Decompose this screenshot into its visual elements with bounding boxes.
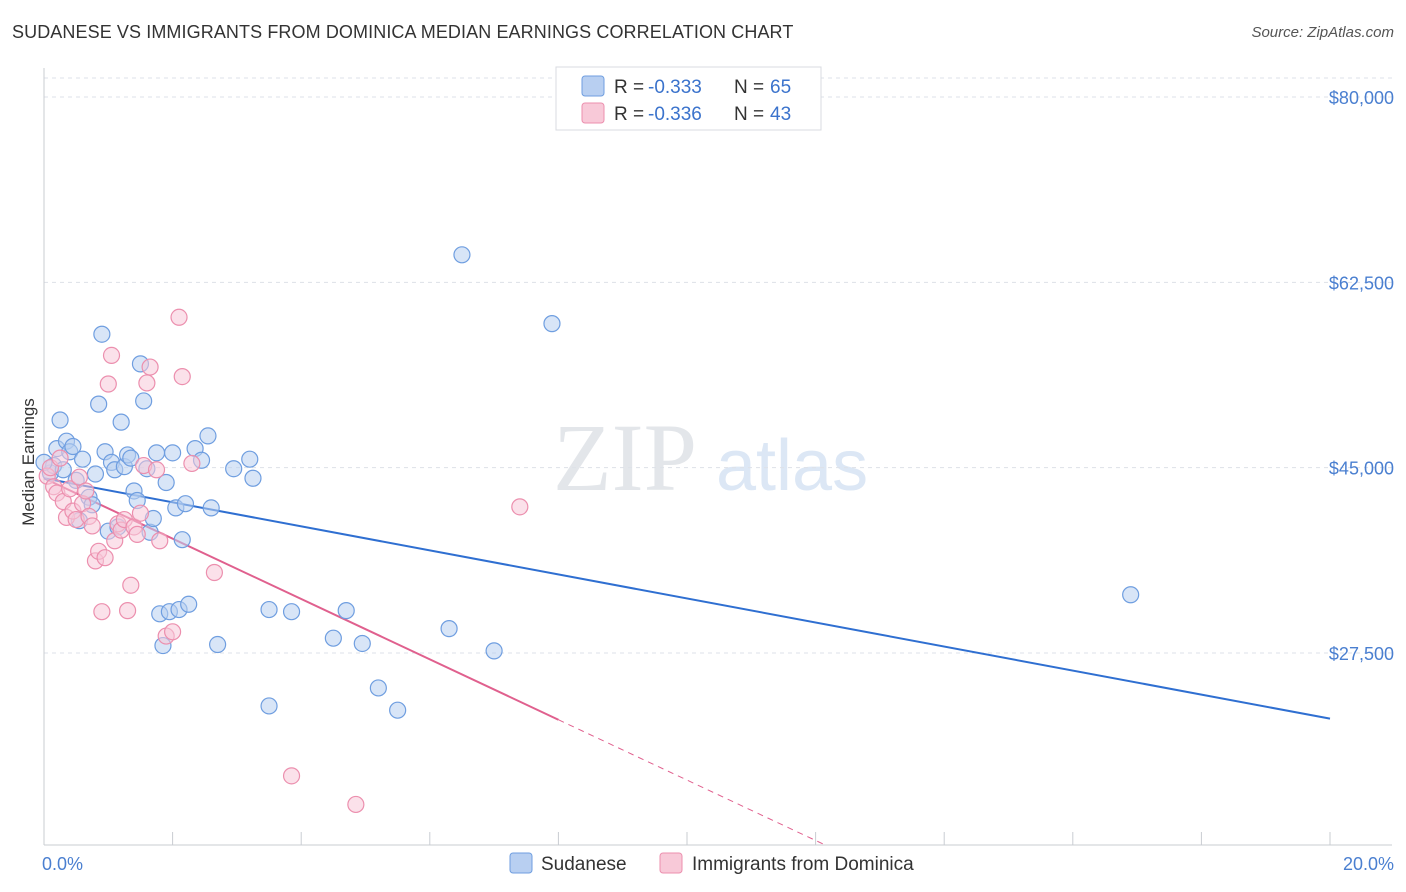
series-legend-swatch-dominica <box>659 852 683 874</box>
sudanese-point-45 <box>199 427 217 445</box>
sudanese-point-63 <box>1122 586 1140 604</box>
chart-title: SUDANESE VS IMMIGRANTS FROM DOMINICA MED… <box>12 22 794 42</box>
sudanese-point-40 <box>173 531 191 549</box>
x-tick-label-left: 0.0% <box>42 854 83 874</box>
dominica-point-17 <box>93 603 111 621</box>
series-legend-label-sudanese: Sudanese <box>541 854 627 875</box>
sudanese-point-52 <box>260 697 278 715</box>
sudanese-point-10 <box>73 450 92 468</box>
legend-r-label-1: R = <box>614 77 644 98</box>
sudanese-point-15 <box>93 325 111 343</box>
sudanese-point-14 <box>90 395 108 413</box>
dominica-point-42 <box>347 795 365 814</box>
sudanese-point-60 <box>453 246 471 264</box>
legend-n-label-2: N = <box>734 104 764 125</box>
sudanese-point-37 <box>164 444 182 462</box>
dominica-point-31 <box>138 374 156 392</box>
sudanese-point-41 <box>176 495 195 513</box>
y-tick-labels: $27,500 $45,000 $62,500 $80,000 <box>1329 88 1394 664</box>
series-legend: Sudanese Immigrants from Dominica <box>509 852 914 875</box>
legend-n-value-1: 65 <box>770 77 791 98</box>
dominica-point-43 <box>511 498 529 516</box>
sudanese-point-59 <box>440 620 458 638</box>
dominica-point-4 <box>51 449 69 467</box>
data-points <box>35 246 1140 814</box>
y-tick-label-2: $62,500 <box>1329 273 1394 293</box>
dominica-point-18 <box>96 549 114 567</box>
y-tick-label-3: $80,000 <box>1329 88 1394 108</box>
grid-lines <box>44 77 1392 654</box>
sudanese-point-24 <box>122 449 140 467</box>
sudanese-point-35 <box>157 473 175 492</box>
dominica-point-36 <box>164 623 182 641</box>
sudanese-point-54 <box>324 629 342 647</box>
dominica-point-12 <box>77 482 95 500</box>
legend-r-value-2: -0.336 <box>648 104 702 125</box>
sudanese-point-21 <box>112 413 130 431</box>
sudanese-point-28 <box>135 392 153 410</box>
dominica-point-39 <box>183 454 201 473</box>
legend-n-label-1: N = <box>734 77 764 98</box>
x-tick-label-right: 20.0% <box>1343 854 1394 874</box>
legend-swatch-sudanese <box>581 75 605 97</box>
legend-r-label-2: R = <box>614 104 644 125</box>
dominica-point-20 <box>102 346 121 365</box>
legend-r-value-1: -0.333 <box>648 77 702 98</box>
sudanese-point-57 <box>369 679 387 697</box>
trend-line-dashed-1 <box>558 719 826 846</box>
sudanese-point-56 <box>353 634 371 653</box>
legend-n-value-2: 43 <box>770 104 791 125</box>
trend-lines <box>43 477 1331 846</box>
y-tick-label-1: $45,000 <box>1329 459 1394 479</box>
dominica-point-19 <box>99 375 117 393</box>
dominica-point-26 <box>122 576 140 594</box>
legend-swatch-dominica <box>581 102 605 124</box>
dominica-point-32 <box>141 358 159 376</box>
sudanese-point-62 <box>543 315 561 333</box>
sudanese-point-46 <box>202 499 220 517</box>
dominica-point-37 <box>170 308 188 326</box>
dominica-point-14 <box>83 517 101 535</box>
sudanese-point-49 <box>241 450 259 468</box>
y-tick-label-0: $27,500 <box>1329 644 1394 664</box>
sudanese-point-61 <box>485 642 503 660</box>
dominica-point-38 <box>173 367 191 386</box>
watermark-atlas: atlas <box>716 426 868 506</box>
y-axis-title: Median Earnings <box>19 398 38 526</box>
sudanese-point-3 <box>51 411 69 429</box>
sudanese-point-55 <box>337 602 355 620</box>
dominica-point-33 <box>147 461 166 479</box>
sudanese-point-13 <box>86 465 105 483</box>
watermark: ZIP atlas <box>553 404 868 511</box>
sudanese-point-51 <box>260 600 278 619</box>
dominica-point-25 <box>118 602 137 620</box>
sudanese-point-50 <box>244 469 262 487</box>
dominica-point-29 <box>131 504 150 522</box>
sudanese-point-58 <box>389 701 407 719</box>
dominica-point-34 <box>151 532 169 550</box>
sudanese-point-53 <box>282 603 301 621</box>
dominica-point-28 <box>128 525 146 543</box>
sudanese-point-7 <box>64 437 82 456</box>
trend-line-0 <box>43 477 1331 720</box>
correlation-legend: R = -0.333 N = 65 R = -0.336 N = 43 <box>555 66 822 131</box>
dominica-point-10 <box>70 468 88 486</box>
sudanese-point-48 <box>225 460 243 478</box>
dominica-point-40 <box>205 563 223 582</box>
sudanese-point-47 <box>209 635 227 654</box>
series-legend-swatch-sudanese <box>509 852 533 874</box>
watermark-zip: ZIP <box>553 404 697 511</box>
source-label: Source: ZipAtlas.com <box>1251 24 1394 41</box>
sudanese-point-42 <box>180 595 198 613</box>
series-legend-label-dominica: Immigrants from Dominica <box>692 854 914 875</box>
sudanese-point-32 <box>147 444 166 462</box>
dominica-point-41 <box>282 767 301 785</box>
